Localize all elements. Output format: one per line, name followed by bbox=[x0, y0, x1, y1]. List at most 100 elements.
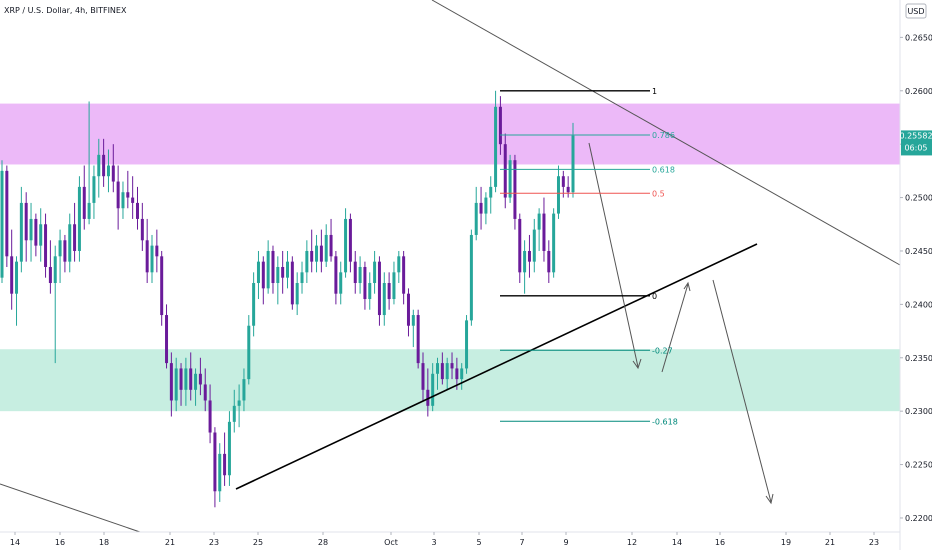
candle bbox=[542, 197, 546, 262]
ascending-trendline[interactable] bbox=[235, 243, 758, 490]
time-tick-label: 14 bbox=[10, 538, 20, 547]
candle-body bbox=[368, 283, 372, 300]
candle bbox=[77, 176, 81, 262]
projection-arrow-down-2[interactable] bbox=[712, 279, 774, 505]
candle bbox=[450, 352, 454, 380]
candle bbox=[527, 234, 531, 278]
candle-body bbox=[126, 192, 130, 198]
candle bbox=[73, 202, 77, 262]
candle-body bbox=[344, 218, 348, 273]
resistance-zone[interactable] bbox=[0, 103, 900, 165]
candle bbox=[411, 309, 415, 348]
candle bbox=[474, 186, 478, 241]
candle-body bbox=[358, 266, 362, 284]
candle bbox=[184, 357, 188, 406]
candle bbox=[256, 250, 260, 300]
projection-arrow-up[interactable] bbox=[661, 281, 691, 373]
time-axis[interactable]: 14 16 18 21 23 25 28 Oct 3 5 7 9 12 14 16 19 21 23 bbox=[10, 532, 879, 547]
time-tick-label: 28 bbox=[318, 538, 328, 547]
fibonacci-retracement[interactable]: 1 0.786 0.618 0.5 0 -0.27 -0.618 bbox=[500, 87, 678, 427]
candle-body bbox=[348, 218, 352, 262]
candle-body bbox=[527, 250, 531, 262]
candle bbox=[92, 165, 96, 219]
candle-body bbox=[556, 176, 560, 214]
candle bbox=[68, 213, 72, 273]
support-zone[interactable] bbox=[0, 349, 900, 412]
candle bbox=[518, 213, 522, 284]
candle bbox=[208, 384, 212, 444]
candle-body bbox=[440, 363, 444, 380]
candle bbox=[189, 352, 193, 401]
descending-trendline-upper[interactable] bbox=[431, 0, 901, 266]
candle-body bbox=[329, 234, 333, 257]
candle bbox=[39, 208, 43, 262]
candle-body bbox=[203, 384, 207, 401]
candle-body bbox=[44, 224, 48, 267]
candle-body bbox=[63, 240, 67, 262]
candle-body bbox=[116, 181, 120, 209]
candle-body bbox=[300, 272, 304, 284]
candle bbox=[63, 234, 67, 273]
candle bbox=[373, 250, 377, 294]
candle-body bbox=[416, 315, 420, 364]
candle-body bbox=[34, 218, 38, 246]
candle-body bbox=[87, 202, 91, 219]
candle-body bbox=[334, 256, 338, 294]
candle-body bbox=[445, 363, 449, 380]
candle-body bbox=[97, 154, 101, 177]
candle-body bbox=[305, 250, 309, 273]
candle bbox=[523, 240, 527, 294]
candle bbox=[469, 229, 473, 326]
candle-body bbox=[387, 283, 391, 300]
candle bbox=[19, 186, 23, 273]
candle-body bbox=[319, 245, 323, 262]
candle-body bbox=[24, 202, 28, 241]
candle bbox=[169, 352, 173, 417]
candle bbox=[145, 218, 149, 284]
candle bbox=[131, 176, 135, 219]
currency-label: USD bbox=[907, 7, 924, 16]
candle-body bbox=[571, 135, 575, 193]
candle bbox=[368, 272, 372, 310]
candle-body bbox=[0, 170, 4, 278]
candle-body bbox=[174, 368, 178, 401]
fib-level-label: 0.618 bbox=[652, 165, 675, 174]
candle bbox=[460, 363, 464, 390]
candle-body bbox=[450, 363, 454, 369]
descending-trendline-lower[interactable] bbox=[0, 483, 141, 533]
candles-layer bbox=[0, 90, 575, 508]
candle bbox=[198, 357, 202, 396]
candle bbox=[213, 427, 217, 508]
fib-level-label: -0.27 bbox=[652, 346, 673, 355]
candle-body bbox=[377, 261, 381, 316]
candle-body bbox=[92, 176, 96, 203]
candle bbox=[194, 368, 198, 406]
candle-body bbox=[523, 250, 527, 273]
currency-button[interactable]: USD bbox=[905, 3, 927, 19]
candle-body bbox=[77, 186, 81, 251]
candle-body bbox=[503, 144, 507, 198]
candle bbox=[310, 229, 314, 273]
candle bbox=[276, 256, 280, 305]
fib-level-label: 1 bbox=[652, 87, 657, 96]
candle bbox=[382, 272, 386, 326]
candle bbox=[87, 101, 91, 225]
candle-body bbox=[68, 224, 72, 262]
candle-body bbox=[53, 256, 57, 284]
candle bbox=[155, 229, 159, 273]
candle-body bbox=[135, 202, 139, 219]
time-tick-label: 16 bbox=[715, 538, 725, 547]
candle-body bbox=[121, 192, 125, 209]
fib-level-label: 0 bbox=[652, 292, 657, 301]
time-tick-label: 14 bbox=[672, 538, 682, 547]
candle-body bbox=[232, 405, 236, 422]
candle bbox=[295, 272, 299, 316]
candle-body bbox=[552, 213, 556, 273]
candle bbox=[218, 443, 222, 502]
projection-arrow-down-1[interactable] bbox=[588, 142, 642, 370]
current-price-value: 0.25582 bbox=[899, 131, 932, 140]
candle bbox=[116, 165, 120, 230]
